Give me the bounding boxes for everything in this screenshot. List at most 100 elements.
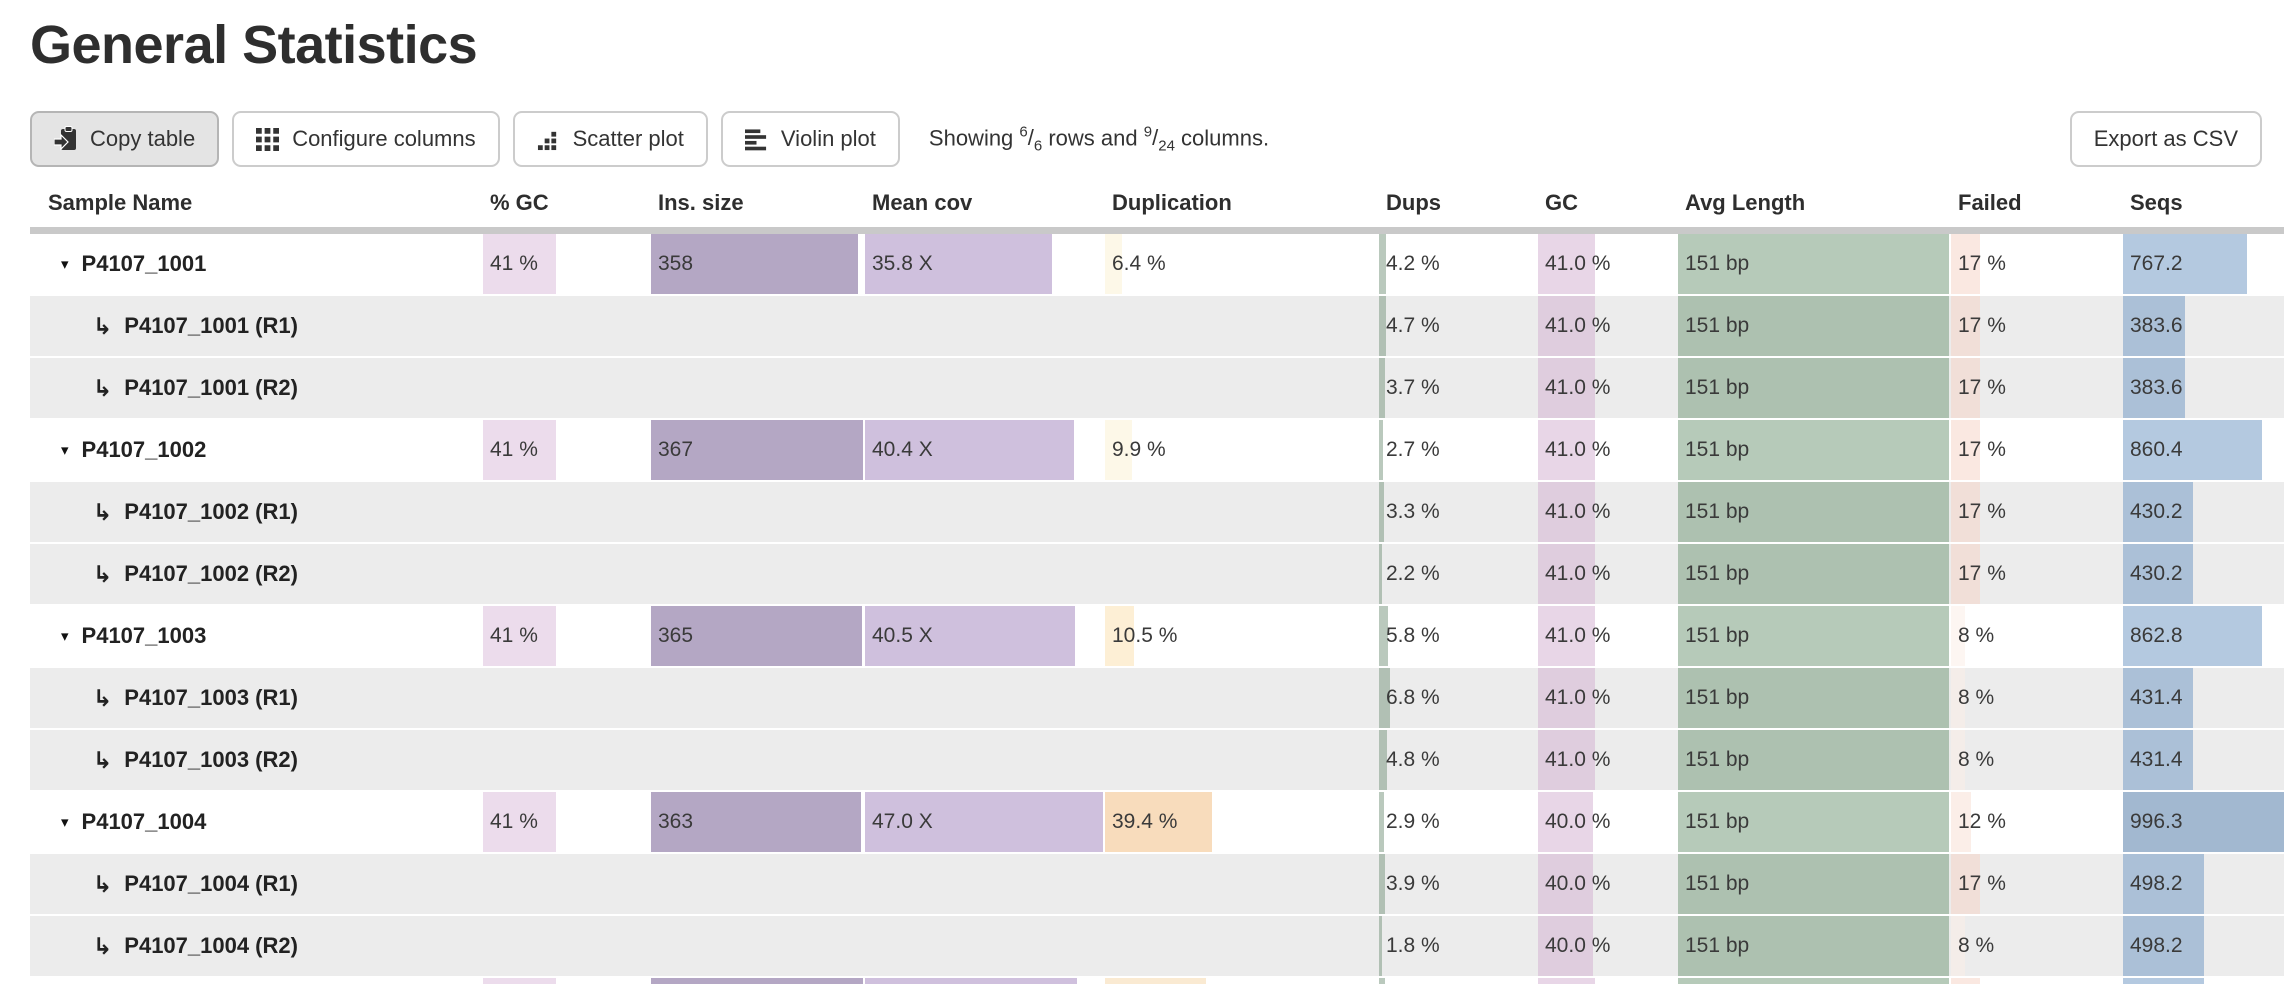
sample-name-label: P4107_1002 <box>81 437 207 463</box>
cell-gc: 41.0 % <box>1538 606 1676 667</box>
row-toggle-icon[interactable]: ▾ <box>61 628 69 646</box>
cell-value: 498.2 <box>2130 934 2183 958</box>
cell-failed: 8 % <box>1951 606 2121 667</box>
cell-gc: 41.0 % <box>1538 668 1676 729</box>
cell-gc: 41.0 % <box>1538 358 1676 419</box>
cell-ins-size: 367 <box>651 420 863 481</box>
cell-dups: 2.9 % <box>1379 792 1536 853</box>
cell-failed: 17 % <box>1951 420 2121 481</box>
cell-mean-cov: 47.0 X <box>865 792 1103 853</box>
column-header-sample-name[interactable]: Sample Name <box>48 190 193 216</box>
value-bar <box>2123 730 2193 791</box>
subrow-arrow-icon: ↳ <box>93 560 113 587</box>
rows-fraction: 6/6 <box>1019 124 1043 155</box>
value-bar <box>865 978 1077 985</box>
value-bar <box>1951 916 1965 977</box>
cell-failed: 17 % <box>1951 854 2121 915</box>
row-toggle-icon[interactable]: ▾ <box>61 256 69 274</box>
scatter-plot-button[interactable]: Scatter plot <box>512 111 708 168</box>
cell-avg-length: 151 bp <box>1678 358 1949 419</box>
table-subrow: ↳ P4107_1004 (R2) 1.8 % 40.0 % 151 bp 8 % 498.… <box>30 916 2284 979</box>
subrow-arrow-icon: ↳ <box>93 870 113 897</box>
table-toolbar: Copy table Configure columns Scatter <box>30 111 2262 168</box>
configure-columns-button[interactable]: Configure columns <box>232 111 500 168</box>
column-header-seqs[interactable]: Seqs <box>2130 190 2183 216</box>
row-toggle-icon[interactable]: ▾ <box>61 442 69 460</box>
subrow-arrow-icon: ↳ <box>93 684 113 711</box>
copy-table-button[interactable]: Copy table <box>30 111 220 168</box>
cell-mean-cov <box>865 916 1103 976</box>
cell-ins-size: 363 <box>651 792 863 853</box>
cell-dups: 2.2 % <box>1379 544 1536 605</box>
cell-value: 151 bp <box>1685 748 1750 772</box>
cell-gc-pct <box>483 916 649 976</box>
cell-value: 12 % <box>1958 810 2006 834</box>
cell-failed: 17 % <box>1951 234 2121 295</box>
value-bar <box>1951 978 1980 985</box>
value-bar <box>1951 854 1980 915</box>
configure-columns-label: Configure columns <box>292 126 476 152</box>
value-bar <box>2123 792 2284 853</box>
value-bar <box>1951 420 1980 481</box>
sample-name-cell: ↳ P4107_1004 (R1) <box>30 854 481 914</box>
value-bar <box>1538 854 1594 915</box>
row-toggle-icon[interactable]: ▾ <box>61 814 69 832</box>
sample-name-label: P4107_1004 (R1) <box>124 871 298 897</box>
cell-seqs: 430.2 <box>2123 482 2284 543</box>
cell-ins-size <box>651 358 863 418</box>
column-header-dups[interactable]: Dups <box>1386 190 1441 216</box>
cell-avg-length <box>1678 978 1949 985</box>
subrow-arrow-icon: ↳ <box>93 932 113 959</box>
cell-mean-cov <box>865 358 1103 418</box>
value-bar <box>1379 420 1384 481</box>
column-header-mean-cov[interactable]: Mean cov <box>872 190 973 216</box>
value-bar <box>1678 916 1949 977</box>
cell-ins-size <box>651 482 863 542</box>
cell-value: 151 bp <box>1685 562 1750 586</box>
cell-duplication <box>1105 730 1377 790</box>
column-header-avg-length[interactable]: Avg Length <box>1685 190 1806 216</box>
showing-summary: Showing 6/6 rows and 9/24 columns. <box>929 124 1269 155</box>
cell-dups: 3.7 % <box>1379 358 1536 419</box>
cell-value: 151 bp <box>1685 314 1750 338</box>
subrow-arrow-icon: ↳ <box>93 312 113 339</box>
cell-gc: 40.0 % <box>1538 916 1676 977</box>
value-bar <box>2123 668 2193 729</box>
cell-value: 40.4 X <box>872 438 933 462</box>
cell-value: 862.8 <box>2130 624 2183 648</box>
cell-value: 8 % <box>1958 624 1995 648</box>
cell-value: 4.7 % <box>1386 314 1440 338</box>
cell-value: 151 bp <box>1685 438 1750 462</box>
cell-value: 35.8 X <box>872 252 933 276</box>
violin-plot-label: Violin plot <box>780 126 876 152</box>
column-header-failed[interactable]: Failed <box>1958 190 2022 216</box>
column-header-duplication[interactable]: Duplication <box>1112 190 1232 216</box>
showing-mid: rows and <box>1048 125 1138 151</box>
export-csv-button[interactable]: Export as CSV <box>2069 111 2262 168</box>
column-header-gc-pct[interactable]: % GC <box>490 190 549 216</box>
cell-gc-pct: 41 % <box>483 234 649 295</box>
cell-value: 47.0 X <box>872 810 933 834</box>
value-bar <box>1951 668 1965 729</box>
cell-value: 8 % <box>1958 748 1995 772</box>
cell-value: 17 % <box>1958 314 2006 338</box>
violin-plot-button[interactable]: Violin plot <box>720 111 900 168</box>
scatter-plot-label: Scatter plot <box>572 126 684 152</box>
grid-icon <box>256 127 280 151</box>
clipboard-icon <box>54 126 77 152</box>
cell-avg-length: 151 bp <box>1678 482 1949 543</box>
column-header-ins-size[interactable]: Ins. size <box>658 190 744 216</box>
sample-name-cell: ↳ P4107_1002 (R1) <box>30 482 481 542</box>
value-bar <box>1678 544 1949 605</box>
cell-dups: 3.3 % <box>1379 482 1536 543</box>
cell-value: 6.8 % <box>1386 686 1440 710</box>
cell-ins-size <box>651 854 863 914</box>
cell-value: 9.9 % <box>1112 438 1166 462</box>
cell-value: 3.3 % <box>1386 500 1440 524</box>
value-bar <box>2123 296 2185 357</box>
column-header-gc[interactable]: GC <box>1545 190 1578 216</box>
value-bar <box>1538 792 1594 853</box>
value-bar <box>1379 792 1384 853</box>
cell-seqs: 383.6 <box>2123 296 2284 357</box>
cell-value: 17 % <box>1958 500 2006 524</box>
